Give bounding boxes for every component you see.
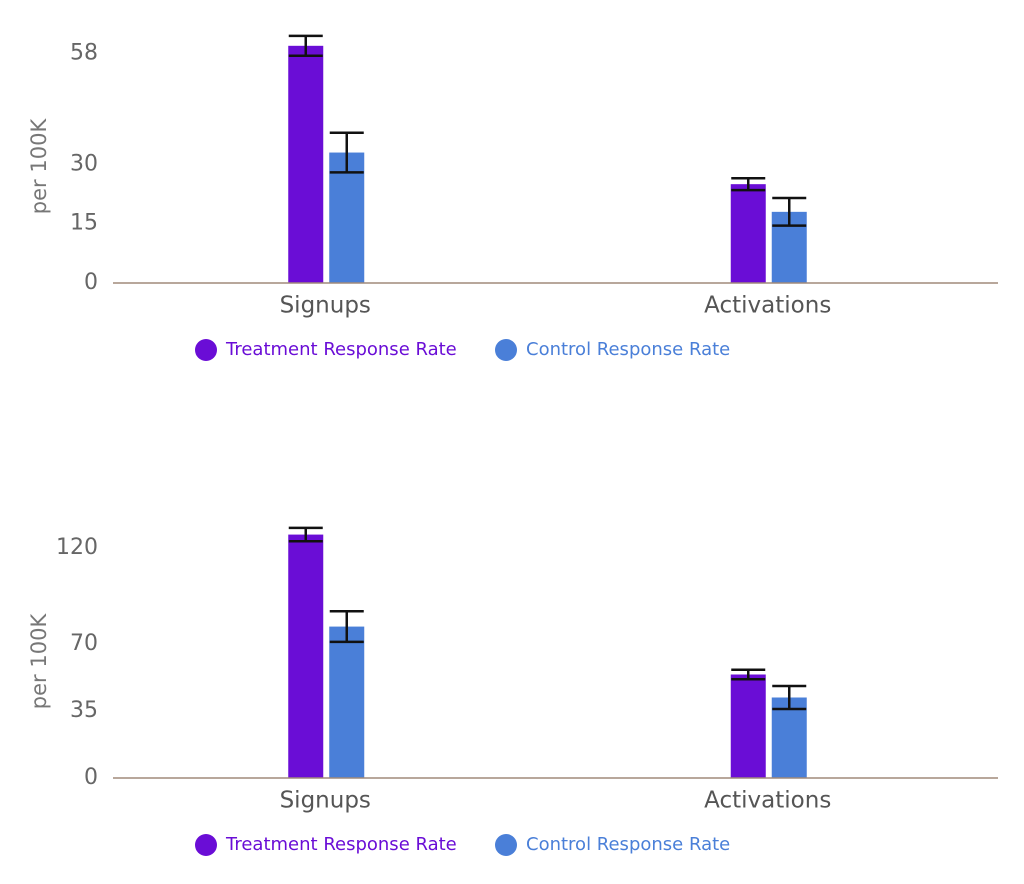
error-bar — [329, 610, 364, 644]
x-tick-label: Activations — [704, 293, 831, 319]
legend-marker — [195, 834, 217, 856]
legend-label: Control Response Rate — [526, 834, 730, 855]
bar — [288, 534, 324, 778]
y-tick-label: 120 — [56, 535, 98, 560]
error-bar — [731, 176, 766, 192]
y-axis-label: per 100K — [27, 118, 51, 215]
y-tick-label: 30 — [70, 151, 98, 176]
bar — [730, 674, 766, 778]
legend-marker — [195, 339, 217, 361]
bar — [288, 45, 324, 283]
legend-label: Treatment Response Rate — [225, 339, 457, 360]
y-tick-label: 15 — [70, 211, 98, 236]
error-bar — [731, 668, 766, 681]
y-tick-label: 0 — [84, 765, 98, 790]
error-bar — [288, 526, 323, 543]
x-tick-label: Signups — [280, 788, 371, 814]
legend-marker — [495, 834, 517, 856]
error-bar — [288, 34, 323, 57]
error-bar — [772, 196, 807, 227]
y-tick-label: 58 — [70, 41, 98, 66]
x-tick-label: Signups — [280, 293, 371, 319]
y-axis-label: per 100K — [27, 613, 51, 710]
legend-label: Control Response Rate — [526, 339, 730, 360]
y-tick-label: 70 — [70, 631, 98, 656]
error-bar — [329, 131, 364, 174]
legend-label: Treatment Response Rate — [225, 834, 457, 855]
y-tick-label: 35 — [70, 698, 98, 723]
error-bar — [772, 684, 807, 711]
legend-marker — [495, 339, 517, 361]
bar — [329, 626, 365, 778]
bar — [329, 152, 365, 283]
y-tick-label: 0 — [84, 270, 98, 295]
bar — [730, 184, 766, 283]
bar — [771, 697, 807, 778]
x-tick-label: Activations — [704, 788, 831, 814]
